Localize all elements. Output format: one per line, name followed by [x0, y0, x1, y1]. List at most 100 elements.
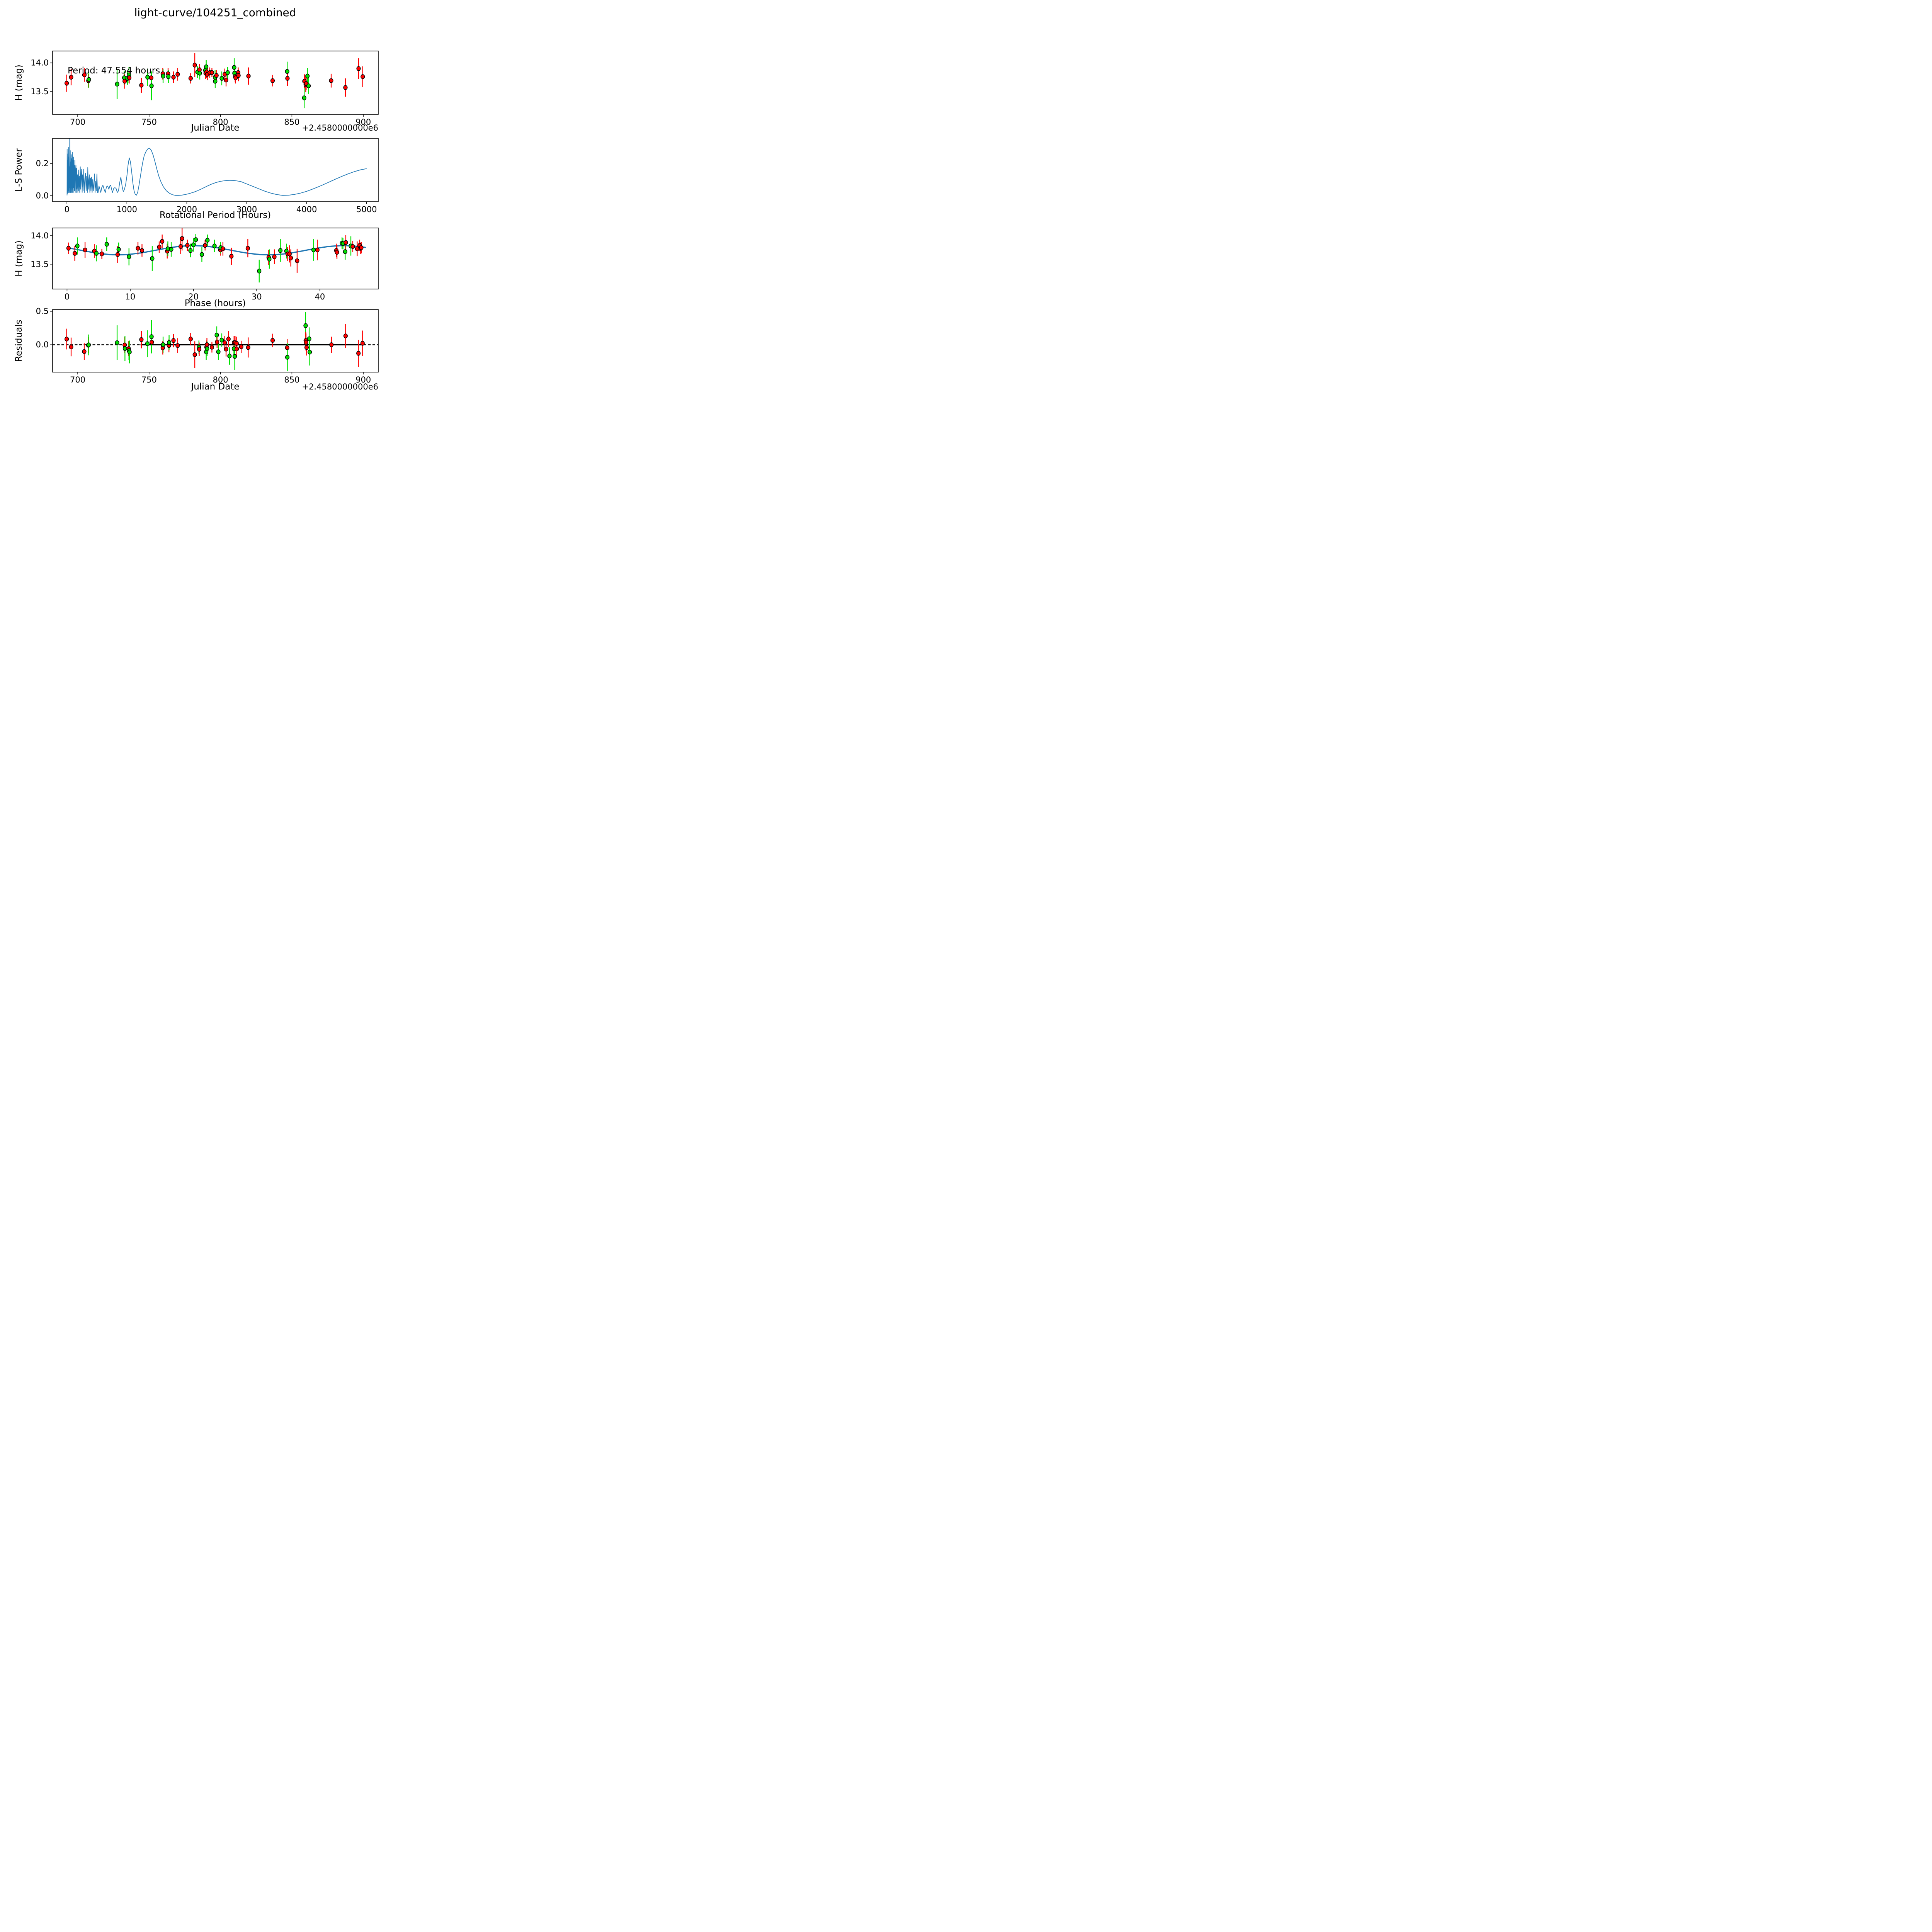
data-point: [308, 350, 312, 355]
data-point: [204, 342, 209, 347]
figure-title: light-curve/104251_combined: [134, 6, 296, 19]
data-point: [216, 349, 221, 354]
data-point: [343, 333, 348, 338]
data-point: [214, 73, 219, 78]
y-tick-label: 0.0: [36, 191, 49, 200]
data-point: [246, 345, 250, 350]
data-point: [212, 243, 217, 248]
data-point: [65, 81, 69, 86]
data-point: [69, 344, 73, 350]
data-point: [75, 243, 80, 248]
data-point: [246, 73, 251, 78]
data-point: [221, 246, 225, 252]
x-tick-label: 750: [141, 375, 157, 384]
data-point: [236, 73, 241, 78]
data-point: [285, 76, 290, 81]
data-point: [315, 247, 320, 253]
data-point: [235, 346, 239, 352]
data-point: [82, 72, 87, 78]
y-tick-label: 13.5: [31, 87, 49, 96]
data-point: [224, 78, 228, 83]
panel-phased: 0 10 20 30 40 14.0 13.5: [31, 228, 379, 301]
data-point: [115, 252, 120, 257]
data-point: [192, 63, 197, 68]
data-point: [355, 246, 359, 252]
residuals-ylabel: Residuals: [14, 320, 24, 362]
data-point: [287, 252, 292, 257]
panel-residuals: 700 750 800 850 900 0.5 0.0: [36, 307, 379, 384]
data-point: [343, 249, 347, 254]
data-point: [115, 340, 119, 345]
x-tick-label: 700: [70, 117, 85, 127]
y-tick-label: 0.2: [36, 159, 49, 168]
data-point: [157, 245, 162, 250]
data-point: [306, 83, 311, 88]
data-point: [161, 342, 165, 347]
data-point: [270, 338, 275, 343]
data-point: [335, 250, 339, 255]
axes-spines: [52, 138, 379, 202]
data-point: [86, 342, 91, 347]
data-point: [304, 340, 308, 345]
lightcurve-ylabel: H (mag): [14, 65, 24, 101]
data-point: [233, 354, 237, 359]
data-point: [145, 75, 150, 80]
data-point: [191, 242, 196, 247]
data-point: [192, 352, 197, 357]
data-point: [285, 355, 290, 360]
period-annotation: Period: 47.554 hours: [68, 66, 160, 76]
data-point: [205, 238, 210, 243]
lightcurve-xlabel: Julian Date: [190, 123, 239, 133]
data-point: [232, 65, 236, 70]
data-point: [149, 334, 154, 339]
data-point: [267, 257, 272, 262]
data-point: [350, 244, 355, 249]
data-point: [199, 252, 204, 257]
data-point: [188, 337, 193, 342]
x-tick-label: 800: [213, 117, 228, 127]
x-tick-label: 700: [70, 375, 85, 384]
y-tick-label: 14.0: [31, 58, 49, 68]
periodogram-xlabel: Rotational Period (Hours): [160, 210, 271, 220]
data-point: [149, 83, 154, 88]
data-point: [359, 245, 364, 250]
data-point: [229, 253, 234, 259]
data-point: [150, 256, 155, 261]
data-point: [239, 344, 243, 349]
periodogram-ylabel: L-S Power: [14, 148, 24, 192]
y-tick-label: 0.5: [36, 307, 49, 316]
data-point: [204, 64, 209, 70]
x-tick-label: 900: [355, 375, 371, 384]
data-point: [161, 73, 165, 78]
model-curve: [68, 245, 366, 256]
data-point: [122, 346, 127, 351]
data-point: [344, 240, 348, 245]
data-point: [66, 246, 71, 251]
data-point: [226, 337, 231, 342]
data-point: [360, 341, 365, 346]
data-point: [305, 73, 310, 78]
data-point: [136, 246, 140, 251]
data-point: [160, 239, 165, 244]
x-tick-label: 2000: [177, 205, 197, 214]
data-point: [214, 332, 219, 338]
data-point: [223, 340, 227, 345]
data-point: [278, 248, 283, 253]
x-tick-label: 750: [141, 117, 157, 127]
data-point: [304, 345, 309, 350]
x-tick-label: 40: [315, 292, 325, 301]
data-point: [356, 66, 361, 71]
data-point: [227, 354, 232, 359]
data-point: [149, 75, 153, 80]
data-point: [82, 349, 87, 354]
data-point: [245, 246, 250, 251]
x-tick-label: 850: [284, 375, 299, 384]
data-point: [127, 254, 131, 259]
x-tick-label: 0: [65, 205, 70, 214]
phased-xlabel: Phase (hours): [185, 298, 246, 308]
data-point: [69, 75, 73, 80]
x-tick-label: 850: [284, 117, 299, 127]
data-point: [171, 338, 176, 343]
data-point: [225, 70, 230, 75]
